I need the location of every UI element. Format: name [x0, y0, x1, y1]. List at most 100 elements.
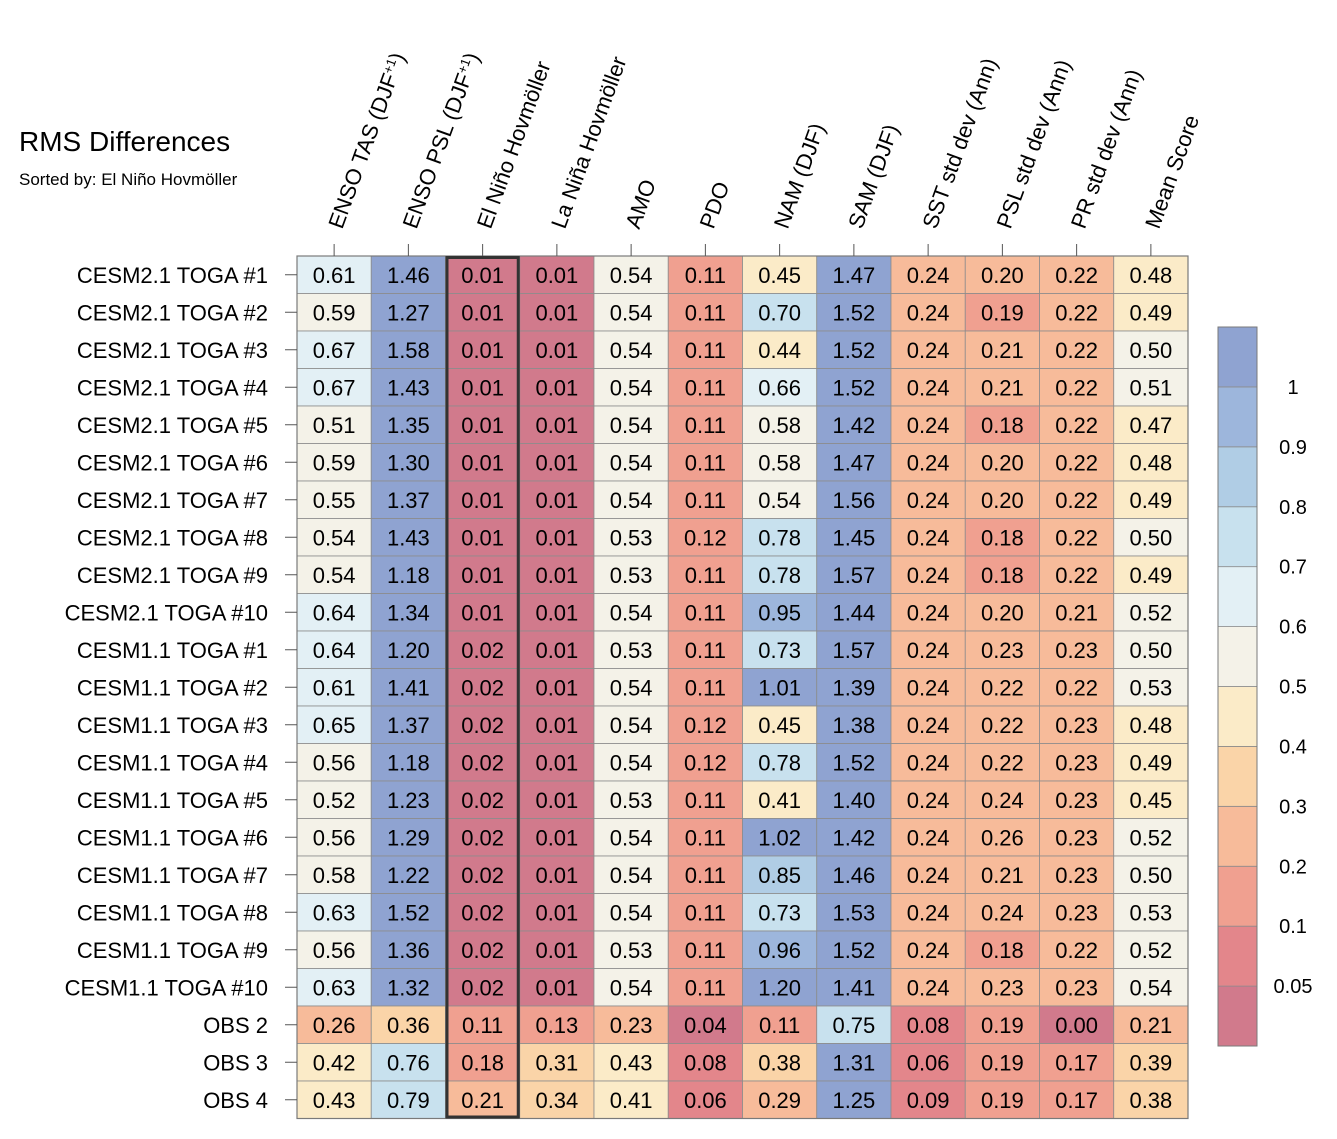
cell-value: 0.11: [685, 863, 726, 888]
heatmap-cell: [370, 293, 446, 332]
cell-value: 0.67: [313, 338, 356, 363]
cell-value: 0.11: [685, 300, 726, 325]
cell-value: 0.01: [461, 525, 504, 550]
row-label: CESM2.1 TOGA #9: [77, 563, 268, 588]
cell-value: 0.11: [685, 338, 726, 363]
heatmap-cell: [1039, 518, 1115, 557]
heatmap-cell: [890, 1043, 966, 1082]
cell-value: 0.19: [981, 1088, 1024, 1113]
row-label: CESM2.1 TOGA #8: [77, 525, 268, 550]
cell-value: 0.24: [907, 825, 950, 850]
cell-value: 0.54: [610, 375, 653, 400]
cell-value: 0.54: [610, 300, 653, 325]
heatmap-cell: [816, 893, 892, 932]
cell-value: 1.35: [387, 413, 430, 438]
heatmap-cell: [1113, 443, 1189, 482]
cell-value: 0.52: [1129, 600, 1172, 625]
heatmap-cell: [742, 893, 818, 932]
cell-value: 0.17: [1055, 1050, 1098, 1075]
heatmap-cell: [667, 1005, 743, 1044]
cell-value: 0.29: [758, 1088, 801, 1113]
cell-value: 0.24: [907, 713, 950, 738]
heatmap-cell: [370, 1005, 446, 1044]
heatmap-cell: [445, 1080, 521, 1119]
heatmap-cell: [816, 555, 892, 594]
cell-value: 1.56: [832, 488, 875, 513]
cell-value: 0.42: [313, 1050, 356, 1075]
heatmap-cell: [445, 555, 521, 594]
cell-value: 0.24: [907, 638, 950, 663]
cell-value: 0.24: [907, 525, 950, 550]
cell-value: 0.01: [535, 488, 578, 513]
cell-value: 0.52: [313, 788, 356, 813]
cell-value: 0.02: [461, 675, 504, 700]
heatmap-cell: [890, 255, 966, 294]
cell-value: 0.51: [313, 413, 356, 438]
cell-value: 0.26: [313, 1013, 356, 1038]
heatmap-cell: [890, 1080, 966, 1119]
cell-value: 1.53: [832, 900, 875, 925]
row-label: CESM1.1 TOGA #8: [77, 900, 268, 925]
cell-value: 0.22: [1055, 488, 1098, 513]
cell-value: 0.53: [610, 938, 653, 963]
cell-value: 0.23: [1055, 750, 1098, 775]
cell-value: 0.23: [1055, 638, 1098, 663]
cell-value: 0.02: [461, 825, 504, 850]
heatmap-cell: [742, 593, 818, 632]
cell-value: 0.23: [1055, 713, 1098, 738]
cell-value: 0.24: [907, 975, 950, 1000]
heatmap-cell: [742, 293, 818, 332]
cell-value: 0.01: [461, 563, 504, 588]
heatmap-cell: [890, 705, 966, 744]
cell-value: 0.96: [758, 938, 801, 963]
cell-value: 0.73: [758, 638, 801, 663]
heatmap-cell: [816, 518, 892, 557]
cell-value: 0.11: [685, 975, 726, 1000]
heatmap-cell: [296, 1005, 372, 1044]
heatmap-cell: [370, 593, 446, 632]
colorbar-box: [1217, 925, 1258, 987]
cell-value: 0.24: [907, 338, 950, 363]
heatmap-cell: [1039, 630, 1115, 669]
colorbar-box: [1217, 746, 1258, 807]
cell-value: 0.43: [313, 1088, 356, 1113]
cell-value: 1.52: [832, 338, 875, 363]
cell-value: 1.52: [832, 938, 875, 963]
heatmap-cell: [370, 518, 446, 557]
heatmap-cell: [370, 443, 446, 482]
cell-value: 0.01: [535, 938, 578, 963]
cell-value: 0.76: [387, 1050, 430, 1075]
cell-value: 0.54: [610, 600, 653, 625]
heatmap-cell: [296, 630, 372, 669]
cell-value: 0.24: [907, 938, 950, 963]
heatmap-cell: [1113, 668, 1189, 707]
heatmap-cell: [667, 293, 743, 332]
heatmap-cell: [1113, 780, 1189, 819]
cell-value: 0.01: [535, 300, 578, 325]
cell-value: 0.01: [535, 525, 578, 550]
heatmap-cell: [1039, 1005, 1115, 1044]
cell-value: 0.54: [610, 263, 653, 288]
heatmap-cell: [519, 518, 595, 557]
cell-value: 0.23: [1055, 863, 1098, 888]
cell-value: 1.43: [387, 375, 430, 400]
cell-value: 0.02: [461, 788, 504, 813]
colorbar-box: [1217, 865, 1258, 927]
cell-value: 0.54: [610, 825, 653, 850]
heatmap-cell: [890, 405, 966, 444]
heatmap-cell: [816, 293, 892, 332]
cell-value: 0.49: [1129, 563, 1172, 588]
cell-value: 1.52: [832, 300, 875, 325]
cell-value: 0.01: [535, 338, 578, 363]
heatmap-cell: [1039, 743, 1115, 782]
heatmap-cell: [667, 743, 743, 782]
heatmap-cell: [370, 743, 446, 782]
heatmap-cell: [1039, 555, 1115, 594]
heatmap-cell: [1039, 705, 1115, 744]
heatmap-cell: [964, 705, 1040, 744]
heatmap-cell: [519, 480, 595, 519]
cell-value: 0.08: [684, 1050, 727, 1075]
cell-value: 0.24: [907, 675, 950, 700]
cell-value: 0.22: [1055, 675, 1098, 700]
heatmap-cell: [1039, 780, 1115, 819]
